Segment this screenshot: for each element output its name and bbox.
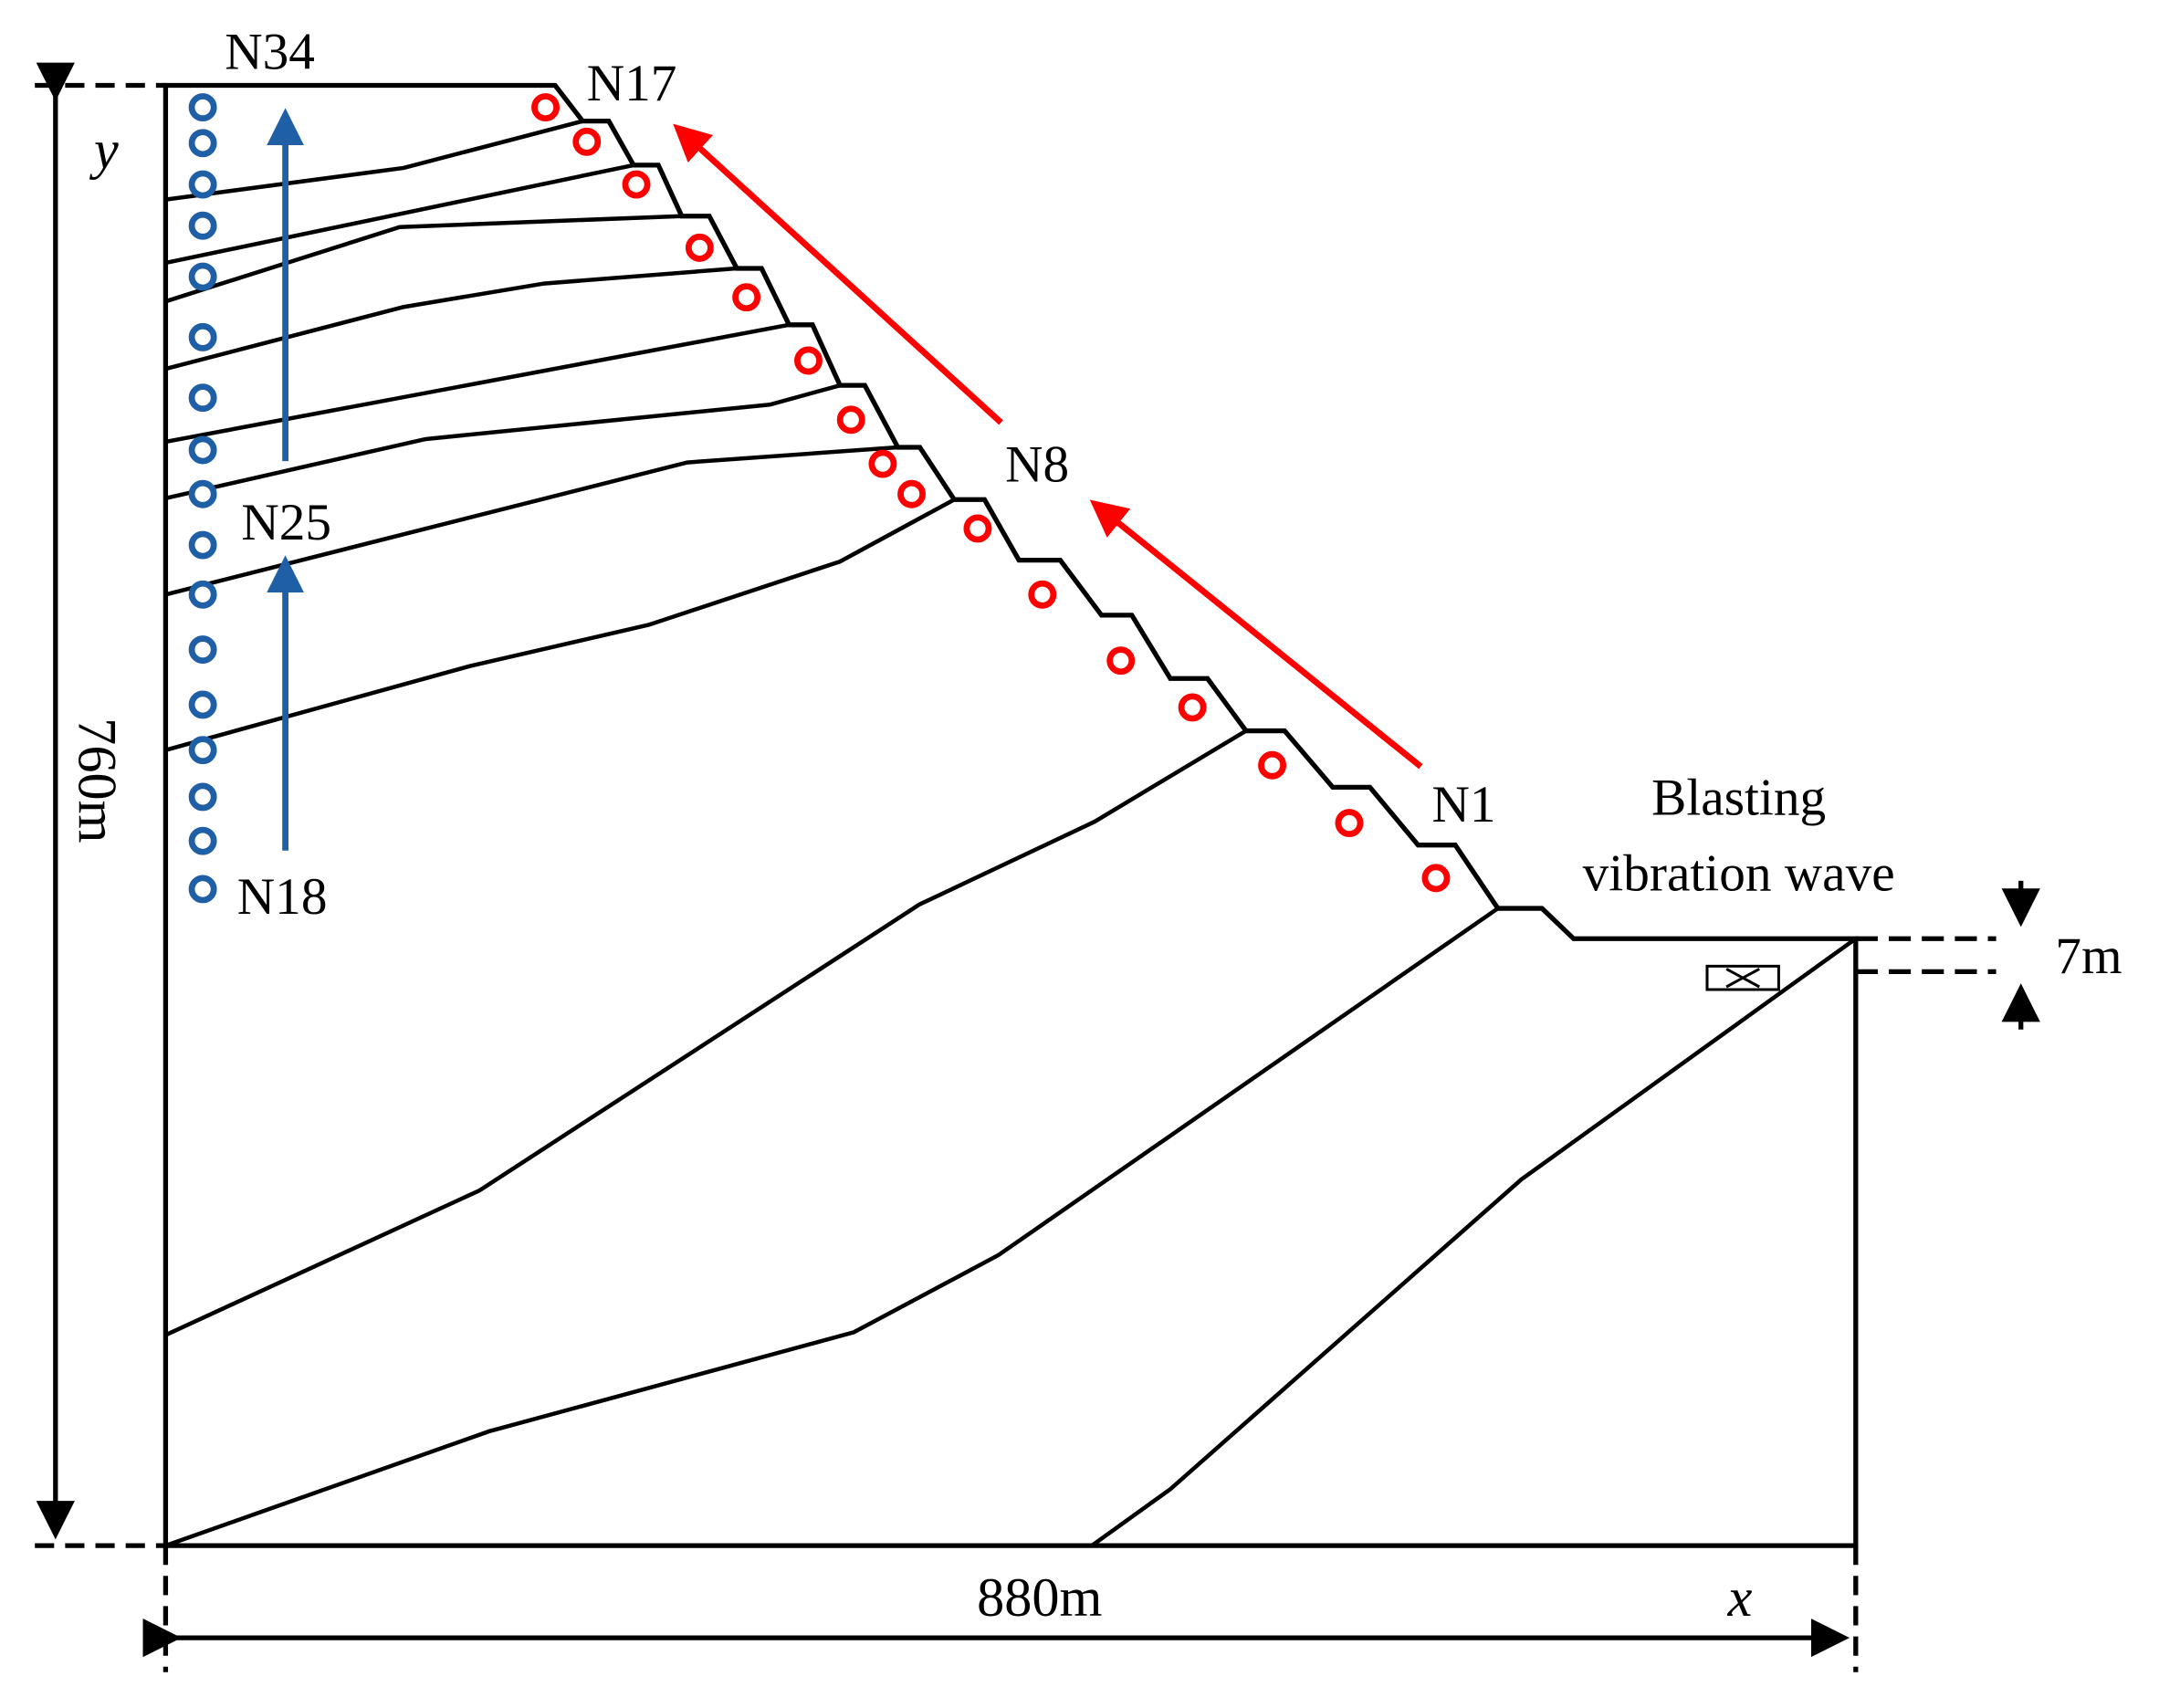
monitoring-points [188, 93, 1451, 904]
slope-monitoring-point [1028, 580, 1057, 609]
vertical-monitoring-point [188, 875, 217, 904]
vertical-monitoring-point [188, 635, 217, 665]
stratum-line [164, 162, 634, 266]
stratum-line [164, 498, 956, 752]
vertical-monitoring-point [188, 826, 217, 855]
vertical-monitoring-point [188, 435, 217, 465]
slope-monitoring-point [836, 405, 865, 435]
vertical-monitoring-point [188, 129, 217, 158]
slope-monitoring-point [732, 283, 761, 312]
slope-monitoring-point [685, 233, 714, 262]
stratum-line [164, 214, 682, 304]
label-n25: N25 [241, 494, 331, 551]
vertical-monitoring-point [188, 479, 217, 508]
stratum-line [164, 382, 841, 500]
slope-monitoring-point [1421, 864, 1451, 893]
slope-monitoring-point [572, 127, 602, 156]
label-n34: N34 [225, 23, 315, 80]
slope-monitoring-point [897, 479, 927, 508]
width-label: 880m [977, 1567, 1102, 1629]
stratum-line [164, 266, 738, 372]
vertical-monitoring-point [188, 736, 217, 765]
slope-monitoring-point [1258, 750, 1287, 780]
strata-lines [164, 119, 1858, 1548]
label-n18: N18 [237, 868, 328, 926]
vertical-monitoring-point [188, 262, 217, 291]
slope-monitoring-point [1106, 646, 1136, 676]
label-n8: N8 [1005, 436, 1069, 494]
stratum-line [164, 906, 1500, 1548]
vertical-monitoring-point [188, 322, 217, 351]
label-n17: N17 [587, 55, 677, 112]
stratum-line [164, 322, 790, 445]
slope-monitoring-point [868, 449, 897, 478]
stratum-line [165, 119, 583, 202]
slope-monitoring-point [622, 170, 651, 199]
stratum-line [1090, 937, 1858, 1547]
label-n1: N1 [1431, 776, 1495, 833]
x-axis-label: x [1727, 1567, 1753, 1629]
y-axis-label: y [89, 120, 119, 181]
slope-monitoring-point [1178, 693, 1207, 722]
height-label: 760m [66, 718, 127, 843]
vertical-monitoring-point [188, 530, 217, 560]
stratum-line [164, 445, 898, 597]
vertical-monitoring-point [188, 383, 217, 413]
blast-source-icon [1705, 964, 1780, 991]
slope-monitoring-point [1335, 809, 1364, 838]
vertical-monitoring-point [188, 580, 217, 609]
slope-direction-arrow [1089, 499, 1423, 770]
vertical-monitoring-point [188, 170, 217, 199]
stratum-line [164, 728, 1248, 1337]
slope-monitoring-point [794, 346, 823, 375]
slope-direction-arrow [673, 123, 1003, 425]
blasting-label-line1: Blasting [1651, 770, 1826, 827]
slope-monitoring-point [963, 514, 992, 543]
blasting-label-line2: vibration wave [1583, 844, 1895, 902]
slope-monitoring-point [531, 93, 560, 122]
vertical-monitoring-point [188, 93, 217, 122]
vertical-monitoring-point [188, 690, 217, 719]
vertical-monitoring-point [188, 782, 217, 812]
vertical-monitoring-point [188, 211, 217, 240]
depth-label: 7m [2055, 927, 2122, 985]
